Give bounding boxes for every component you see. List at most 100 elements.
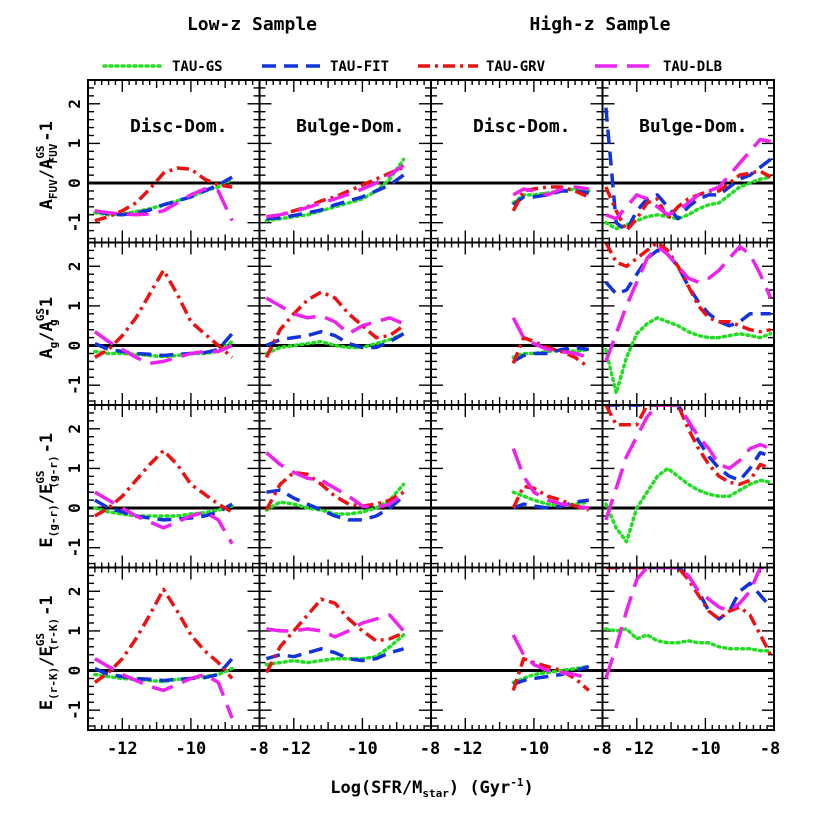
x-axis-label-main: Log(SFR/M — [330, 778, 422, 798]
panel-series — [511, 185, 591, 212]
panel-r2-c2 — [430, 404, 604, 569]
panel-series — [511, 316, 591, 369]
series-tau-dlb-line — [94, 490, 234, 545]
y-label-base: E — [37, 700, 57, 710]
y-label-sub: (g-r) — [47, 504, 60, 537]
y-label-tail: -1 — [37, 433, 57, 453]
y-label-sup: GS — [34, 146, 47, 159]
y-label-denominator: /E — [37, 646, 57, 666]
series-tau-gs-line — [604, 466, 773, 544]
y-label-sub2: (r-K) — [47, 618, 60, 651]
y-label-sub: g — [47, 342, 60, 349]
series-tau-fit-line — [605, 567, 772, 621]
series-tau-dlb-line — [265, 451, 405, 510]
y-label-denominator: /E — [37, 484, 57, 504]
high-z-header: High-z Sample — [530, 14, 671, 35]
y-tick-label: -1 — [65, 376, 84, 395]
y-tick-label: -1 — [65, 213, 84, 232]
series-tau-fit-line — [265, 647, 405, 663]
series-tau-grv-line — [94, 166, 233, 223]
x-axis-label-end: ) — [524, 778, 534, 798]
y-tick-label: -1 — [65, 701, 84, 720]
panel-series — [264, 597, 406, 674]
panel-frame — [430, 566, 604, 731]
panel-ticks — [258, 404, 431, 568]
series-tau-grv-line — [264, 597, 405, 674]
series-tau-grv-line — [511, 656, 590, 692]
y-label-denominator: /A — [37, 159, 57, 179]
panel-ticks — [430, 566, 603, 730]
panel-frame — [87, 79, 261, 244]
series-tau-grv-line — [511, 335, 590, 369]
y-axis-label-2: E(g-r)/EGS(g-r)-1 — [34, 433, 60, 548]
series-tau-grv-line — [266, 165, 405, 219]
panel-series — [93, 166, 234, 223]
x-tick-label: -10 — [347, 739, 378, 759]
panel-r2-c0: -1 0 1 2 — [65, 404, 261, 569]
panel-series — [93, 448, 234, 545]
panel-series — [264, 451, 406, 522]
x-tick-label: -8 — [420, 739, 440, 759]
y-axis-labels: AFUV/AGSFUV-1Ag/AGSg-1E(g-r)/EGS(g-r)-1E… — [34, 121, 60, 710]
y-axis-label-0: AFUV/AGSFUV-1 — [34, 121, 60, 209]
x-tick-label: -12 — [280, 739, 311, 759]
panel-series — [93, 268, 234, 366]
panel-frame — [87, 241, 261, 406]
panel-ticks — [258, 566, 431, 730]
x-tick-label: -12 — [623, 739, 654, 759]
panel-series — [604, 242, 773, 395]
panel-ticks — [87, 79, 260, 243]
panel-r3-c1: -8 -12 -10 — [248, 566, 432, 759]
panel-series — [604, 567, 773, 680]
y-tick-label: 2 — [65, 586, 84, 596]
panel-r3-c3: -8 -12 -10 -8 — [591, 566, 780, 759]
legend-label-0: TAU-GS — [172, 59, 223, 75]
y-label-sub2: (g-r) — [47, 455, 60, 488]
legend: TAU-GS TAU-FIT TAU-GRV TAU-DLB — [102, 59, 722, 75]
panel-r0-c0: Disc-Dom. -1 0 1 2 — [65, 79, 261, 244]
y-axis-label-1: Ag/AGSg-1 — [34, 297, 60, 359]
y-label-sup: GS — [34, 633, 47, 646]
series-tau-fit-line — [512, 345, 590, 363]
panel-frame — [258, 241, 432, 406]
series-tau-fit-line — [94, 175, 233, 217]
series-tau-fit-line — [94, 657, 234, 683]
series-tau-grv-line — [93, 587, 234, 684]
y-tick-label: 1 — [65, 626, 84, 636]
series-tau-grv-line — [264, 290, 405, 359]
panel-r0-c3: Bulge-Dom. — [601, 79, 775, 244]
y-axis-label-3: E(r-K)/EGS(r-K)-1 — [34, 595, 60, 710]
y-tick-label: 2 — [65, 99, 84, 109]
series-tau-dlb-line — [511, 316, 590, 360]
series-tau-grv-line — [264, 470, 405, 511]
series-tau-fit-line — [605, 405, 772, 483]
legend-label-1: TAU-FIT — [330, 59, 389, 75]
series-tau-gs-line — [264, 633, 406, 667]
x-axis-label: Log(SFR/Mstar) (Gyr-1) — [330, 776, 534, 800]
panel-ticks — [430, 79, 603, 243]
y-tick-label: 0 — [65, 503, 84, 513]
series-tau-gs-line — [511, 664, 591, 685]
legend-label-2: TAU-GRV — [486, 59, 546, 75]
series-tau-gs-line — [264, 331, 406, 356]
y-tick-label: 1 — [65, 139, 84, 149]
x-axis-label-sup: -1 — [510, 776, 524, 789]
panel-ticks — [258, 241, 431, 405]
series-tau-grv-line — [604, 242, 771, 334]
series-tau-dlb-line — [266, 163, 405, 219]
y-label-sub: FUV — [47, 179, 60, 199]
y-label-base: A — [37, 348, 57, 358]
y-label-tail: -1 — [37, 297, 57, 317]
series-tau-fit-line — [512, 664, 590, 687]
series-tau-gs-line — [511, 490, 591, 508]
y-tick-label: 0 — [65, 178, 84, 188]
series-tau-dlb-line — [94, 657, 234, 719]
x-tick-label: -10 — [690, 739, 721, 759]
x-axis-label-sub: star — [422, 787, 449, 800]
series-tau-dlb-line — [511, 634, 590, 681]
series-tau-grv-line — [94, 268, 234, 359]
panel-series — [511, 634, 591, 692]
legend-label-3: TAU-DLB — [663, 59, 722, 75]
